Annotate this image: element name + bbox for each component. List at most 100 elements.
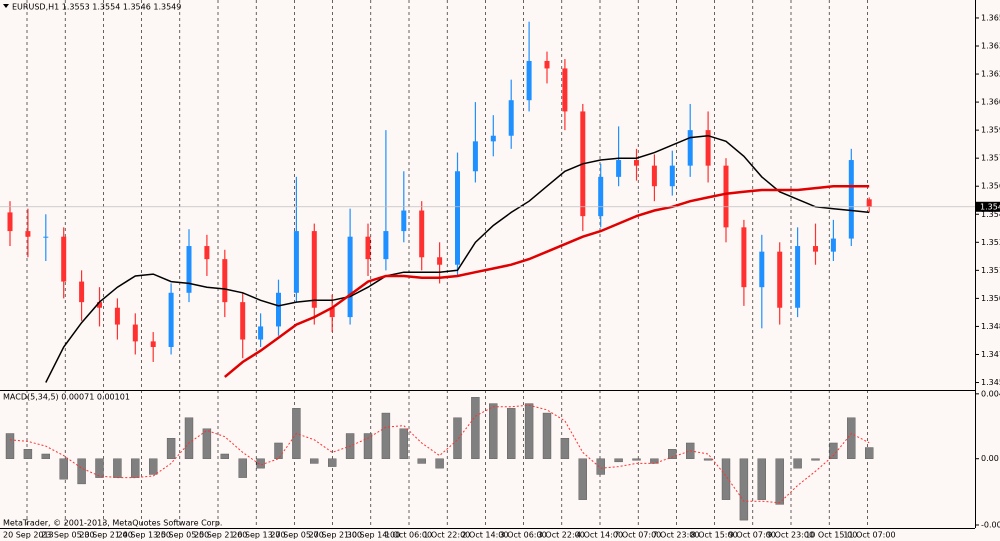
candle-body	[311, 231, 317, 308]
macd-tick-label: -0.00421	[981, 521, 1000, 530]
x-tick-label: 24 Sep 13:00	[118, 531, 171, 540]
y-tick-label: 1.3560	[981, 182, 1000, 191]
macd-bar	[363, 433, 373, 459]
x-tick-label: 9 Oct 23:00	[767, 531, 814, 540]
candle-body	[687, 130, 693, 166]
candle-body	[240, 302, 246, 340]
candle-body	[759, 251, 765, 288]
candle-body	[777, 251, 783, 308]
macd-bar	[95, 458, 104, 478]
x-tick-label: 7 Oct 07:00	[614, 531, 661, 540]
macd-bar	[847, 417, 856, 459]
candle-body	[347, 236, 353, 318]
y-tick-label: 1.3605	[981, 98, 1000, 107]
macd-bar	[399, 428, 408, 459]
macd-tick-label: 0.00	[981, 454, 999, 463]
moving-average	[45, 134, 870, 383]
macd-bar	[23, 449, 33, 459]
x-tick-label: 27 Sep 21:00	[309, 531, 362, 540]
macd-bar	[113, 458, 122, 478]
y-tick-label: 1.3590	[981, 126, 1000, 135]
macd-bar	[131, 458, 140, 478]
candle-body	[168, 292, 174, 347]
candle-body	[490, 135, 496, 142]
candle-body	[437, 257, 443, 265]
candle-body	[401, 210, 407, 232]
x-tick-label: 9 Oct 07:00	[729, 531, 776, 540]
y-tick-label: 1.3485	[981, 322, 1000, 331]
candle-body	[258, 326, 264, 340]
candle-body	[276, 292, 281, 327]
candle-body	[293, 231, 299, 293]
candle-body	[526, 60, 532, 101]
candle-body	[508, 100, 514, 136]
menu-arrow	[3, 4, 9, 8]
candle-body	[97, 302, 102, 308]
macd-bar	[59, 458, 68, 480]
macd-bar	[757, 458, 766, 500]
x-tick-label: 25 Sep 21:00	[194, 531, 247, 540]
x-tick-label: 11 Oct 07:00	[843, 531, 895, 540]
macd-bar	[471, 397, 480, 459]
candle-body	[651, 165, 657, 187]
candle-body	[472, 141, 478, 172]
candle-body	[616, 160, 622, 177]
x-tick-label: 20 Sep 2013	[3, 531, 54, 540]
macd-bar	[721, 458, 731, 500]
y-tick-label: 1.3500	[981, 294, 1000, 303]
y-tick-label: 1.3635	[981, 42, 1000, 51]
macd-title: MACD(5,34,5) 0.00071 0.00101	[3, 393, 130, 402]
y-tick-label: 1.3620	[981, 70, 1000, 79]
macd-bar	[381, 412, 391, 459]
candle-body	[866, 199, 872, 207]
x-tick-label: 23 Sep 21:00	[79, 531, 132, 540]
x-tick-label: 3 Oct 22:00	[538, 531, 585, 540]
x-tick-label: 1 Oct 22:00	[423, 531, 470, 540]
candle-body	[204, 246, 210, 260]
y-tick-label: 1.3470	[981, 350, 1000, 359]
y-tick-label: 1.3515	[981, 266, 1000, 275]
x-tick-label: 1 Oct 06:00	[385, 531, 432, 540]
y-tick-label: 1.3545	[981, 210, 1000, 219]
macd-signal	[9, 404, 870, 504]
macd-bar	[542, 412, 552, 459]
candle-body	[7, 212, 13, 232]
y-tick-label: 1.3530	[981, 238, 1000, 247]
macd-bar	[328, 458, 337, 467]
x-tick-label: 25 Sep 05:00	[156, 531, 209, 540]
candle-body	[222, 259, 228, 303]
macd-bar	[41, 453, 50, 459]
y-tick-label: 1.3650	[981, 13, 1000, 22]
x-tick-label: 4 Oct 14:00	[576, 531, 623, 540]
last-price-label: 1.3549	[980, 202, 1000, 211]
candle-body	[634, 160, 639, 166]
footer: MetaTrader, © 2001-2013, MetaQuotes Soft…	[3, 519, 222, 528]
candle-body	[419, 210, 425, 258]
macd-bar	[310, 458, 319, 464]
candle-body	[79, 281, 85, 303]
candle-body	[61, 236, 67, 282]
candle-body	[741, 227, 747, 288]
candle-body	[813, 246, 818, 252]
y-tick-label: 1.3575	[981, 154, 1000, 163]
macd-bar	[220, 453, 230, 459]
y-tick-label: 1.3455	[981, 378, 1000, 387]
macd-bar	[184, 417, 194, 459]
x-tick-label: 2 Oct 14:00	[461, 531, 508, 540]
candle-body	[723, 165, 729, 228]
macd-bar	[739, 458, 749, 521]
macd-bar	[686, 442, 695, 459]
macd-bar	[202, 428, 212, 459]
macd-bar	[614, 458, 623, 463]
macd-bar	[77, 458, 86, 485]
macd-bar	[453, 417, 462, 459]
macd-bar	[238, 458, 247, 478]
macd-bar	[775, 458, 784, 505]
candle-body	[848, 160, 854, 239]
x-tick-label: 26 Sep 13:00	[232, 531, 285, 540]
x-tick-label: 3 Oct 06:00	[500, 531, 547, 540]
candle-body	[365, 236, 371, 260]
macd-bar	[811, 458, 820, 461]
macd-bar	[5, 433, 15, 459]
